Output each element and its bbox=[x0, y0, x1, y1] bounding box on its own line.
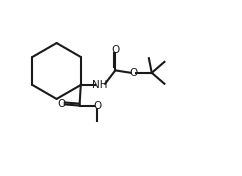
Text: NH: NH bbox=[92, 80, 108, 90]
Text: O: O bbox=[129, 68, 138, 78]
Text: O: O bbox=[93, 101, 101, 111]
Text: O: O bbox=[111, 45, 120, 55]
Text: O: O bbox=[57, 99, 66, 109]
